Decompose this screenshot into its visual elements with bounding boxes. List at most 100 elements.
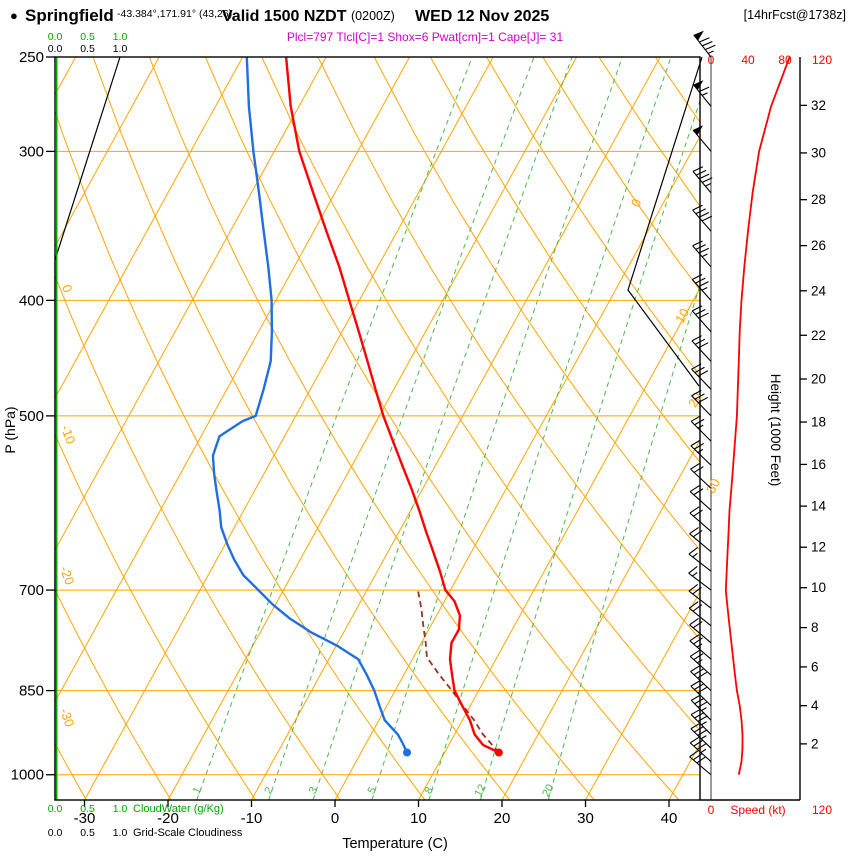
svg-text:-30: -30 [74,810,96,827]
svg-text:0: 0 [708,803,715,817]
surface-temp-dot [494,748,503,757]
svg-text:40: 40 [741,53,755,67]
svg-text:12: 12 [811,540,826,555]
static-labels: ● Springfield -43.384°,171.91° (43,26) V… [2,6,846,852]
svg-text:12: 12 [472,782,488,798]
svg-text:400: 400 [19,292,44,309]
cloud-scale: 0.00.00.00.00.50.50.50.51.01.01.01.0 [48,31,128,839]
svg-text:30: 30 [577,810,594,827]
svg-text:-10: -10 [241,810,263,827]
wind-barbs [688,30,716,776]
svg-text:1000: 1000 [11,767,44,784]
svg-text:1.0: 1.0 [113,31,128,43]
svg-text:26: 26 [811,238,826,253]
valid-date: WED 12 Nov 2025 [415,8,549,25]
grid-mixing-ratio [196,57,700,800]
svg-text:10: 10 [410,810,427,827]
svg-text:8: 8 [811,620,819,635]
svg-text:1: 1 [191,785,204,796]
svg-text:-10: -10 [58,423,79,446]
svg-text:1.0: 1.0 [113,43,128,55]
svg-text:0: 0 [59,282,76,294]
valid-time: Valid 1500 NZDT [222,8,347,25]
svg-text:-20: -20 [157,810,179,827]
svg-text:2: 2 [811,736,819,751]
svg-text:8: 8 [422,785,435,796]
station-bullet: ● [10,8,18,23]
svg-text:6: 6 [811,659,819,674]
svg-text:22: 22 [811,328,826,343]
svg-text:250: 250 [19,49,44,66]
svg-text:10: 10 [811,580,826,595]
svg-text:20: 20 [540,782,556,798]
pressure-axis: 250 300 400 500 700 850 1000 [11,49,55,784]
svg-text:120: 120 [812,53,832,67]
svg-text:850: 850 [19,683,44,700]
svg-text:30: 30 [703,476,723,496]
svg-text:3: 3 [307,785,320,796]
svg-text:30: 30 [811,145,826,160]
svg-text:300: 300 [19,143,44,160]
svg-text:0.0: 0.0 [48,43,63,55]
temperature-curve [284,56,500,754]
speed-profile [724,56,791,775]
svg-text:0.5: 0.5 [80,803,95,815]
svg-text:32: 32 [811,98,826,113]
grid-dry-adiabats [55,57,700,800]
surface-dewpoint-dot [403,748,412,757]
svg-text:5: 5 [366,785,379,796]
height-axis-label: Height (1000 Feet) [768,374,783,487]
sounding-indices: Plcl=797 Tlcl[C]=1 Shox=6 Pwat[cm]=1 Cap… [287,30,564,44]
svg-text:20: 20 [494,810,511,827]
svg-text:700: 700 [19,582,44,599]
speed-axis-label: Speed (kt) [730,803,785,817]
pressure-axis-label: P (hPa) [2,406,18,453]
svg-text:0: 0 [628,196,645,210]
speed-axis: 0 40 80 120 0 120 [708,53,833,817]
forecast-tag: [14hrFcst@1738z] [744,8,846,22]
svg-text:0.0: 0.0 [48,31,63,43]
svg-text:10: 10 [672,306,692,326]
svg-text:40: 40 [661,810,678,827]
svg-text:0: 0 [331,810,339,827]
grid-lines [55,57,700,800]
svg-text:120: 120 [812,803,832,817]
axes-frame [54,56,801,801]
parcel-path [417,589,500,754]
svg-text:80: 80 [778,53,792,67]
mixing-ratio-labels: 1 2 3 5 8 12 20 [191,782,557,798]
svg-text:0.0: 0.0 [48,803,63,815]
svg-text:18: 18 [811,415,826,430]
svg-text:4: 4 [811,698,819,713]
grid-pressure-lines [55,150,700,776]
svg-text:14: 14 [811,499,827,514]
valid-zulu: (0200Z) [351,9,395,23]
svg-text:28: 28 [811,192,826,207]
svg-text:0: 0 [708,53,715,67]
station-coords: -43.384°,171.91° (43,26) [117,8,232,20]
temperature-axis-label: Temperature (C) [342,836,448,852]
frame-line-right [627,56,703,387]
svg-text:16: 16 [811,457,826,472]
cloudwater-label: CloudWater (g/Kg) [133,803,224,815]
svg-text:0.0: 0.0 [48,827,63,839]
svg-text:1.0: 1.0 [113,803,128,815]
cloudiness-label: Grid-Scale Cloudiness [133,827,243,839]
dewpoint-curve [211,56,409,754]
svg-text:500: 500 [19,408,44,425]
svg-text:2: 2 [262,785,275,796]
svg-text:0.5: 0.5 [80,31,95,43]
temperature-axis: -30 -20 -10 0 10 20 30 40 [74,800,678,827]
svg-text:1.0: 1.0 [113,827,128,839]
adiabat-labels: 0 -10 -20 -30 [57,282,79,728]
svg-text:-20: -20 [57,564,78,587]
svg-text:24: 24 [811,283,827,298]
svg-text:0.5: 0.5 [80,827,95,839]
svg-text:0.5: 0.5 [80,43,95,55]
svg-text:-30: -30 [57,706,78,729]
svg-text:20: 20 [811,371,826,386]
